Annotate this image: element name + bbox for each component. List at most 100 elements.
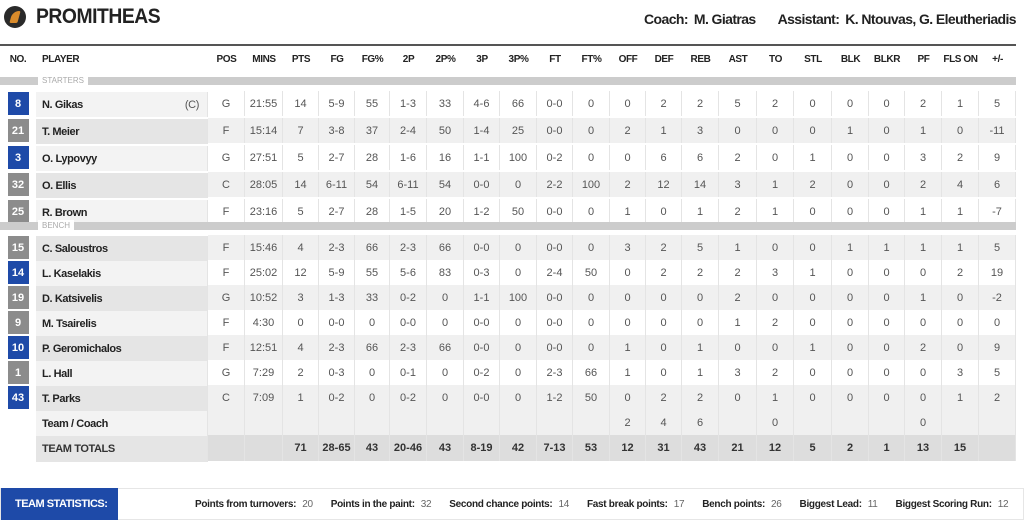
column-header-ft-[interactable]: FT% (581, 53, 602, 65)
stat-ft: 0-0 (537, 199, 573, 224)
player-name[interactable]: T. Meier (42, 125, 80, 138)
column-header-3p-[interactable]: 3P% (508, 53, 529, 65)
stat-3p-: 0 (500, 310, 537, 335)
stat-blk: 0 (832, 360, 869, 385)
stat-fg: 0-2 (319, 385, 355, 410)
jersey-number: 25 (7, 200, 29, 223)
stat-3p-: 100 (500, 145, 537, 170)
player-name-cell[interactable]: O. Lypovyy (36, 146, 208, 171)
stat-off: 0 (610, 285, 646, 310)
column-header-ast[interactable]: AST (728, 53, 748, 65)
column-header-pts[interactable]: PTS (291, 53, 311, 65)
jersey-number: 43 (7, 386, 29, 409)
stat-pos: G (208, 360, 245, 385)
column-header-fg-[interactable]: FG% (361, 53, 384, 65)
stat--: 6 (979, 172, 1016, 197)
player-name[interactable]: R. Brown (42, 206, 88, 219)
stat-pf: 2 (905, 91, 942, 116)
stat-ast: 1 (719, 310, 757, 335)
player-name[interactable]: N. Gikas (42, 98, 83, 111)
stat-2p-: 0 (427, 285, 464, 310)
stat--: 0 (979, 310, 1016, 335)
stat-mins: 27:51 (245, 145, 283, 170)
stat-fg-: 43 (355, 435, 390, 461)
player-name-cell[interactable]: D. Katsivelis (36, 286, 208, 311)
stat-fls-on: 0 (942, 285, 979, 310)
column-header-2p[interactable]: 2P (402, 53, 415, 65)
stat-2p-: 16 (427, 145, 464, 170)
player-name-cell[interactable]: P. Geromichalos (36, 336, 208, 361)
stat-fg-: 66 (355, 335, 390, 360)
column-header-ft[interactable]: FT (549, 53, 561, 65)
stat-ast: 21 (719, 435, 757, 461)
stat-blk: 2 (832, 435, 869, 461)
stat-reb: 43 (682, 435, 719, 461)
player-name[interactable]: P. Geromichalos (42, 342, 122, 355)
column-header-mins[interactable]: MINS (252, 53, 276, 65)
player-name[interactable]: C. Saloustros (42, 242, 108, 255)
player-name-cell[interactable]: T. Parks (36, 386, 208, 411)
column-header-off[interactable]: OFF (618, 53, 638, 65)
stat-blkr: 0 (869, 310, 905, 335)
column-header-pos[interactable]: POS (216, 53, 237, 65)
coach-label: Coach: (644, 11, 688, 27)
player-name-cell[interactable]: M. Tsairelis (36, 311, 208, 336)
column-header-fg[interactable]: FG (330, 53, 344, 65)
column-header-2p-[interactable]: 2P% (435, 53, 456, 65)
column-header-fls-on[interactable]: FLS ON (943, 53, 978, 65)
column-header-reb[interactable]: REB (690, 53, 711, 65)
stat-off: 0 (610, 260, 646, 285)
column-header-pf[interactable]: PF (917, 53, 930, 65)
jersey-number-cell: 19 (0, 285, 36, 310)
column-header-stl[interactable]: STL (804, 53, 822, 65)
column-header-def[interactable]: DEF (654, 53, 674, 65)
stat-fg-: 66 (355, 235, 390, 260)
player-name-cell[interactable]: L. Hall (36, 361, 208, 386)
team-stat-value: 11 (867, 498, 878, 510)
stat-def: 2 (646, 385, 682, 410)
stat-def: 2 (646, 260, 682, 285)
stat-3p: 0-0 (464, 335, 500, 360)
stat-stl: 0 (794, 91, 832, 116)
stat-3p: 1-1 (464, 285, 500, 310)
stat-ft-: 0 (573, 118, 610, 143)
player-name-cell[interactable]: L. Kaselakis (36, 261, 208, 286)
stat-to: 0 (757, 235, 794, 260)
stat-2p: 2-3 (390, 235, 427, 260)
column-header-3p[interactable]: 3P (476, 53, 488, 65)
jersey-number-cell: 43 (0, 385, 36, 410)
stat-fg: 6-11 (319, 172, 355, 197)
team-stat-label: Points in the paint: (330, 498, 415, 510)
jersey-number: 3 (7, 146, 29, 169)
column-header-player[interactable]: PLAYER (42, 53, 80, 65)
stat-ft-: 0 (573, 310, 610, 335)
player-name-cell[interactable]: C. Saloustros (36, 236, 208, 261)
column-header-blk[interactable]: BLK (840, 53, 861, 65)
stat-ast (719, 410, 757, 435)
stat-ast: 0 (719, 385, 757, 410)
stat-def: 4 (646, 410, 682, 435)
stat-stl: 0 (794, 360, 832, 385)
stat-to: 0 (757, 285, 794, 310)
column-header-blkr[interactable]: BLKR (873, 53, 901, 65)
stat-ft: 0-0 (537, 310, 573, 335)
stat-ft-: 66 (573, 360, 610, 385)
stat-pos (208, 410, 245, 435)
player-name[interactable]: D. Katsivelis (42, 292, 103, 305)
player-name-cell[interactable]: T. Meier (36, 119, 208, 144)
player-name-cell[interactable]: O. Ellis (36, 173, 208, 198)
player-name[interactable]: T. Parks (42, 392, 81, 405)
column-header-no-[interactable]: NO. (9, 53, 27, 65)
player-name-cell[interactable]: N. Gikas (C) (36, 92, 208, 117)
player-name[interactable]: L. Kaselakis (42, 267, 101, 280)
stat-off: 2 (610, 118, 646, 143)
stat-pf: 2 (905, 172, 942, 197)
stat-fls-on (942, 410, 979, 435)
column-header--[interactable]: +/- (992, 53, 1003, 65)
player-name[interactable]: M. Tsairelis (42, 317, 97, 330)
player-name[interactable]: O. Ellis (42, 179, 77, 192)
player-name[interactable]: O. Lypovyy (42, 152, 97, 165)
stat-stl: 0 (794, 385, 832, 410)
player-name[interactable]: L. Hall (42, 367, 73, 380)
column-header-to[interactable]: TO (769, 53, 782, 65)
